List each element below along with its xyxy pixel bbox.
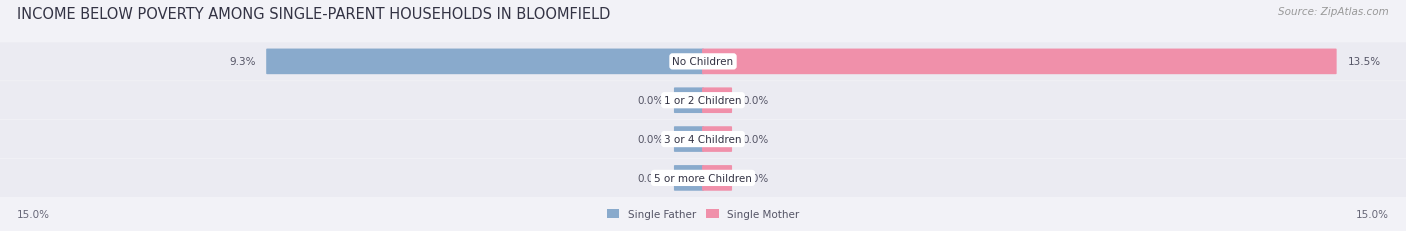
Text: 15.0%: 15.0% xyxy=(1357,210,1389,219)
Text: INCOME BELOW POVERTY AMONG SINGLE-PARENT HOUSEHOLDS IN BLOOMFIELD: INCOME BELOW POVERTY AMONG SINGLE-PARENT… xyxy=(17,7,610,22)
FancyBboxPatch shape xyxy=(702,49,1337,75)
Text: 1 or 2 Children: 1 or 2 Children xyxy=(664,96,742,106)
Text: 0.0%: 0.0% xyxy=(742,134,769,144)
FancyBboxPatch shape xyxy=(673,127,704,152)
FancyBboxPatch shape xyxy=(0,43,1406,81)
Text: 0.0%: 0.0% xyxy=(742,173,769,183)
Legend: Single Father, Single Mother: Single Father, Single Mother xyxy=(603,205,803,224)
Text: 0.0%: 0.0% xyxy=(637,173,664,183)
FancyBboxPatch shape xyxy=(673,165,704,191)
FancyBboxPatch shape xyxy=(0,82,1406,120)
FancyBboxPatch shape xyxy=(702,127,733,152)
Text: 5 or more Children: 5 or more Children xyxy=(654,173,752,183)
Text: 9.3%: 9.3% xyxy=(229,57,256,67)
FancyBboxPatch shape xyxy=(702,165,733,191)
FancyBboxPatch shape xyxy=(266,49,704,75)
FancyBboxPatch shape xyxy=(0,121,1406,158)
Text: 13.5%: 13.5% xyxy=(1347,57,1381,67)
FancyBboxPatch shape xyxy=(702,88,733,114)
Text: 0.0%: 0.0% xyxy=(637,134,664,144)
FancyBboxPatch shape xyxy=(673,88,704,114)
FancyBboxPatch shape xyxy=(0,159,1406,197)
Text: No Children: No Children xyxy=(672,57,734,67)
Text: Source: ZipAtlas.com: Source: ZipAtlas.com xyxy=(1278,7,1389,17)
Text: 3 or 4 Children: 3 or 4 Children xyxy=(664,134,742,144)
Text: 15.0%: 15.0% xyxy=(17,210,49,219)
Text: 0.0%: 0.0% xyxy=(637,96,664,106)
Text: 0.0%: 0.0% xyxy=(742,96,769,106)
